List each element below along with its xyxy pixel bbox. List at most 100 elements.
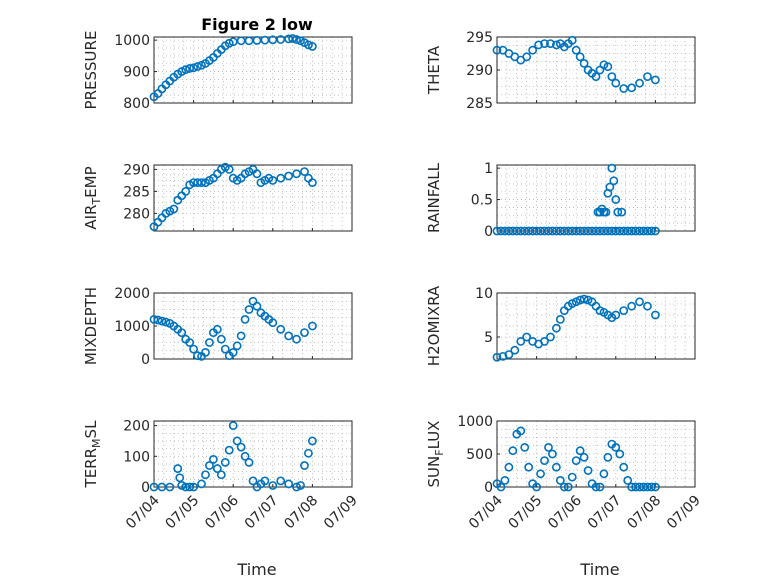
data-point (149, 314, 159, 324)
x-tick-label: 07/04 (123, 492, 163, 532)
data-point (216, 334, 226, 344)
x-axis-label-left: Time (236, 560, 276, 579)
data-point (571, 45, 581, 55)
data-point (153, 315, 163, 325)
y-axis-label: PRESSURE (82, 31, 100, 110)
data-point (169, 204, 179, 214)
data-point (189, 482, 198, 492)
data-point (528, 45, 538, 55)
y-tick-label: 5 (484, 330, 493, 346)
data-point (240, 451, 250, 461)
x-tick-label: 07/06 (545, 492, 585, 532)
data-point (500, 475, 510, 485)
data-point (236, 36, 246, 46)
x-tick-label: 07/05 (163, 493, 203, 533)
data-point (591, 482, 601, 492)
data-point (611, 78, 621, 88)
data-point (617, 207, 627, 217)
data-point (236, 331, 246, 341)
data-point (268, 318, 278, 328)
data-point (579, 294, 589, 304)
data-point (185, 64, 195, 73)
data-point (177, 481, 187, 490)
data-point (284, 171, 294, 181)
data-point (516, 426, 526, 436)
y-tick-label: 1 (484, 161, 493, 177)
data-point (579, 59, 589, 68)
data-point (284, 479, 294, 489)
data-point (220, 344, 230, 354)
data-point (619, 306, 629, 315)
x-tick-label: 07/08 (624, 493, 664, 533)
data-point (603, 452, 613, 462)
data-point (197, 178, 206, 187)
data-point (201, 470, 210, 480)
data-point (651, 226, 660, 236)
data-point (292, 35, 301, 44)
y-tick-label: 0 (141, 480, 150, 496)
data-point (575, 52, 585, 62)
y-tick-label: 285 (123, 184, 150, 200)
x-tick-label: 07/07 (242, 493, 282, 533)
data-point (304, 448, 313, 458)
subplot-rainfall: 0 0.5 1 RAINFALL (425, 161, 696, 240)
x-tick-label: 07/09 (321, 493, 361, 533)
data-point (522, 52, 532, 62)
data-point (544, 442, 553, 452)
axes-box (496, 292, 696, 360)
data-point (524, 462, 534, 472)
data-point (555, 314, 565, 324)
data-point (496, 482, 506, 492)
data-point (193, 62, 202, 71)
x-tick-label: 07/04 (466, 492, 506, 532)
data-point (510, 345, 520, 355)
data-point (208, 454, 218, 464)
data-point (189, 63, 198, 73)
subplot-sun_flux: 0 500 1000 07/04 07/05 07/06 07/07 07/08 07/09 SU… (425, 414, 704, 532)
data-point (567, 472, 577, 482)
data-point (260, 476, 270, 486)
data-point (563, 482, 573, 492)
data-point (307, 42, 317, 51)
data-point (175, 473, 185, 483)
data-point (615, 449, 625, 459)
data-point (635, 297, 644, 307)
data-point (228, 347, 238, 357)
y-tick-label: 500 (466, 447, 493, 463)
data-point (300, 328, 309, 337)
data-point (201, 347, 210, 357)
y-tick-label: 285 (466, 96, 493, 112)
data-point (173, 464, 183, 473)
data-point (244, 458, 254, 467)
data-point (647, 482, 656, 492)
data-point (228, 37, 238, 47)
data-point (292, 169, 301, 179)
y-tick-label: 290 (466, 63, 493, 79)
data-point (575, 446, 585, 456)
data-point (647, 226, 656, 236)
data-point (611, 442, 621, 452)
data-point (613, 207, 623, 217)
data-point (181, 186, 191, 196)
data-point (552, 40, 561, 50)
data-point (205, 338, 214, 347)
y-tick-label: 0 (141, 352, 150, 368)
y-axis-label: AIRTEMP (82, 166, 103, 229)
data-point (300, 461, 309, 470)
data-point (185, 482, 195, 492)
y-tick-label: 295 (466, 30, 493, 46)
x-tick-label: 07/07 (585, 493, 625, 533)
data-point (607, 163, 617, 173)
y-tick-label: 200 (123, 419, 150, 435)
data-point (268, 481, 278, 490)
data-point (643, 301, 652, 311)
data-point (619, 84, 629, 93)
data-point (552, 462, 561, 472)
data-point (197, 479, 206, 489)
data-point (307, 178, 317, 187)
y-tick-label: 280 (123, 206, 150, 222)
data-point (567, 35, 577, 45)
data-point (161, 317, 171, 327)
data-point (205, 461, 214, 470)
